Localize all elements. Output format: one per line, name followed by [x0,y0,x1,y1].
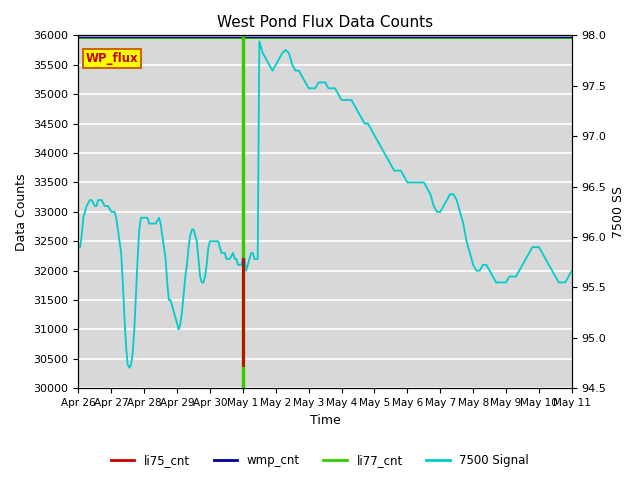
Y-axis label: 7500 SS: 7500 SS [612,186,625,238]
Legend: li75_cnt, wmp_cnt, li77_cnt, 7500 Signal: li75_cnt, wmp_cnt, li77_cnt, 7500 Signal [106,449,534,472]
Title: West Pond Flux Data Counts: West Pond Flux Data Counts [217,15,433,30]
Y-axis label: Data Counts: Data Counts [15,173,28,251]
X-axis label: Time: Time [310,414,340,427]
Text: WP_flux: WP_flux [86,52,138,65]
